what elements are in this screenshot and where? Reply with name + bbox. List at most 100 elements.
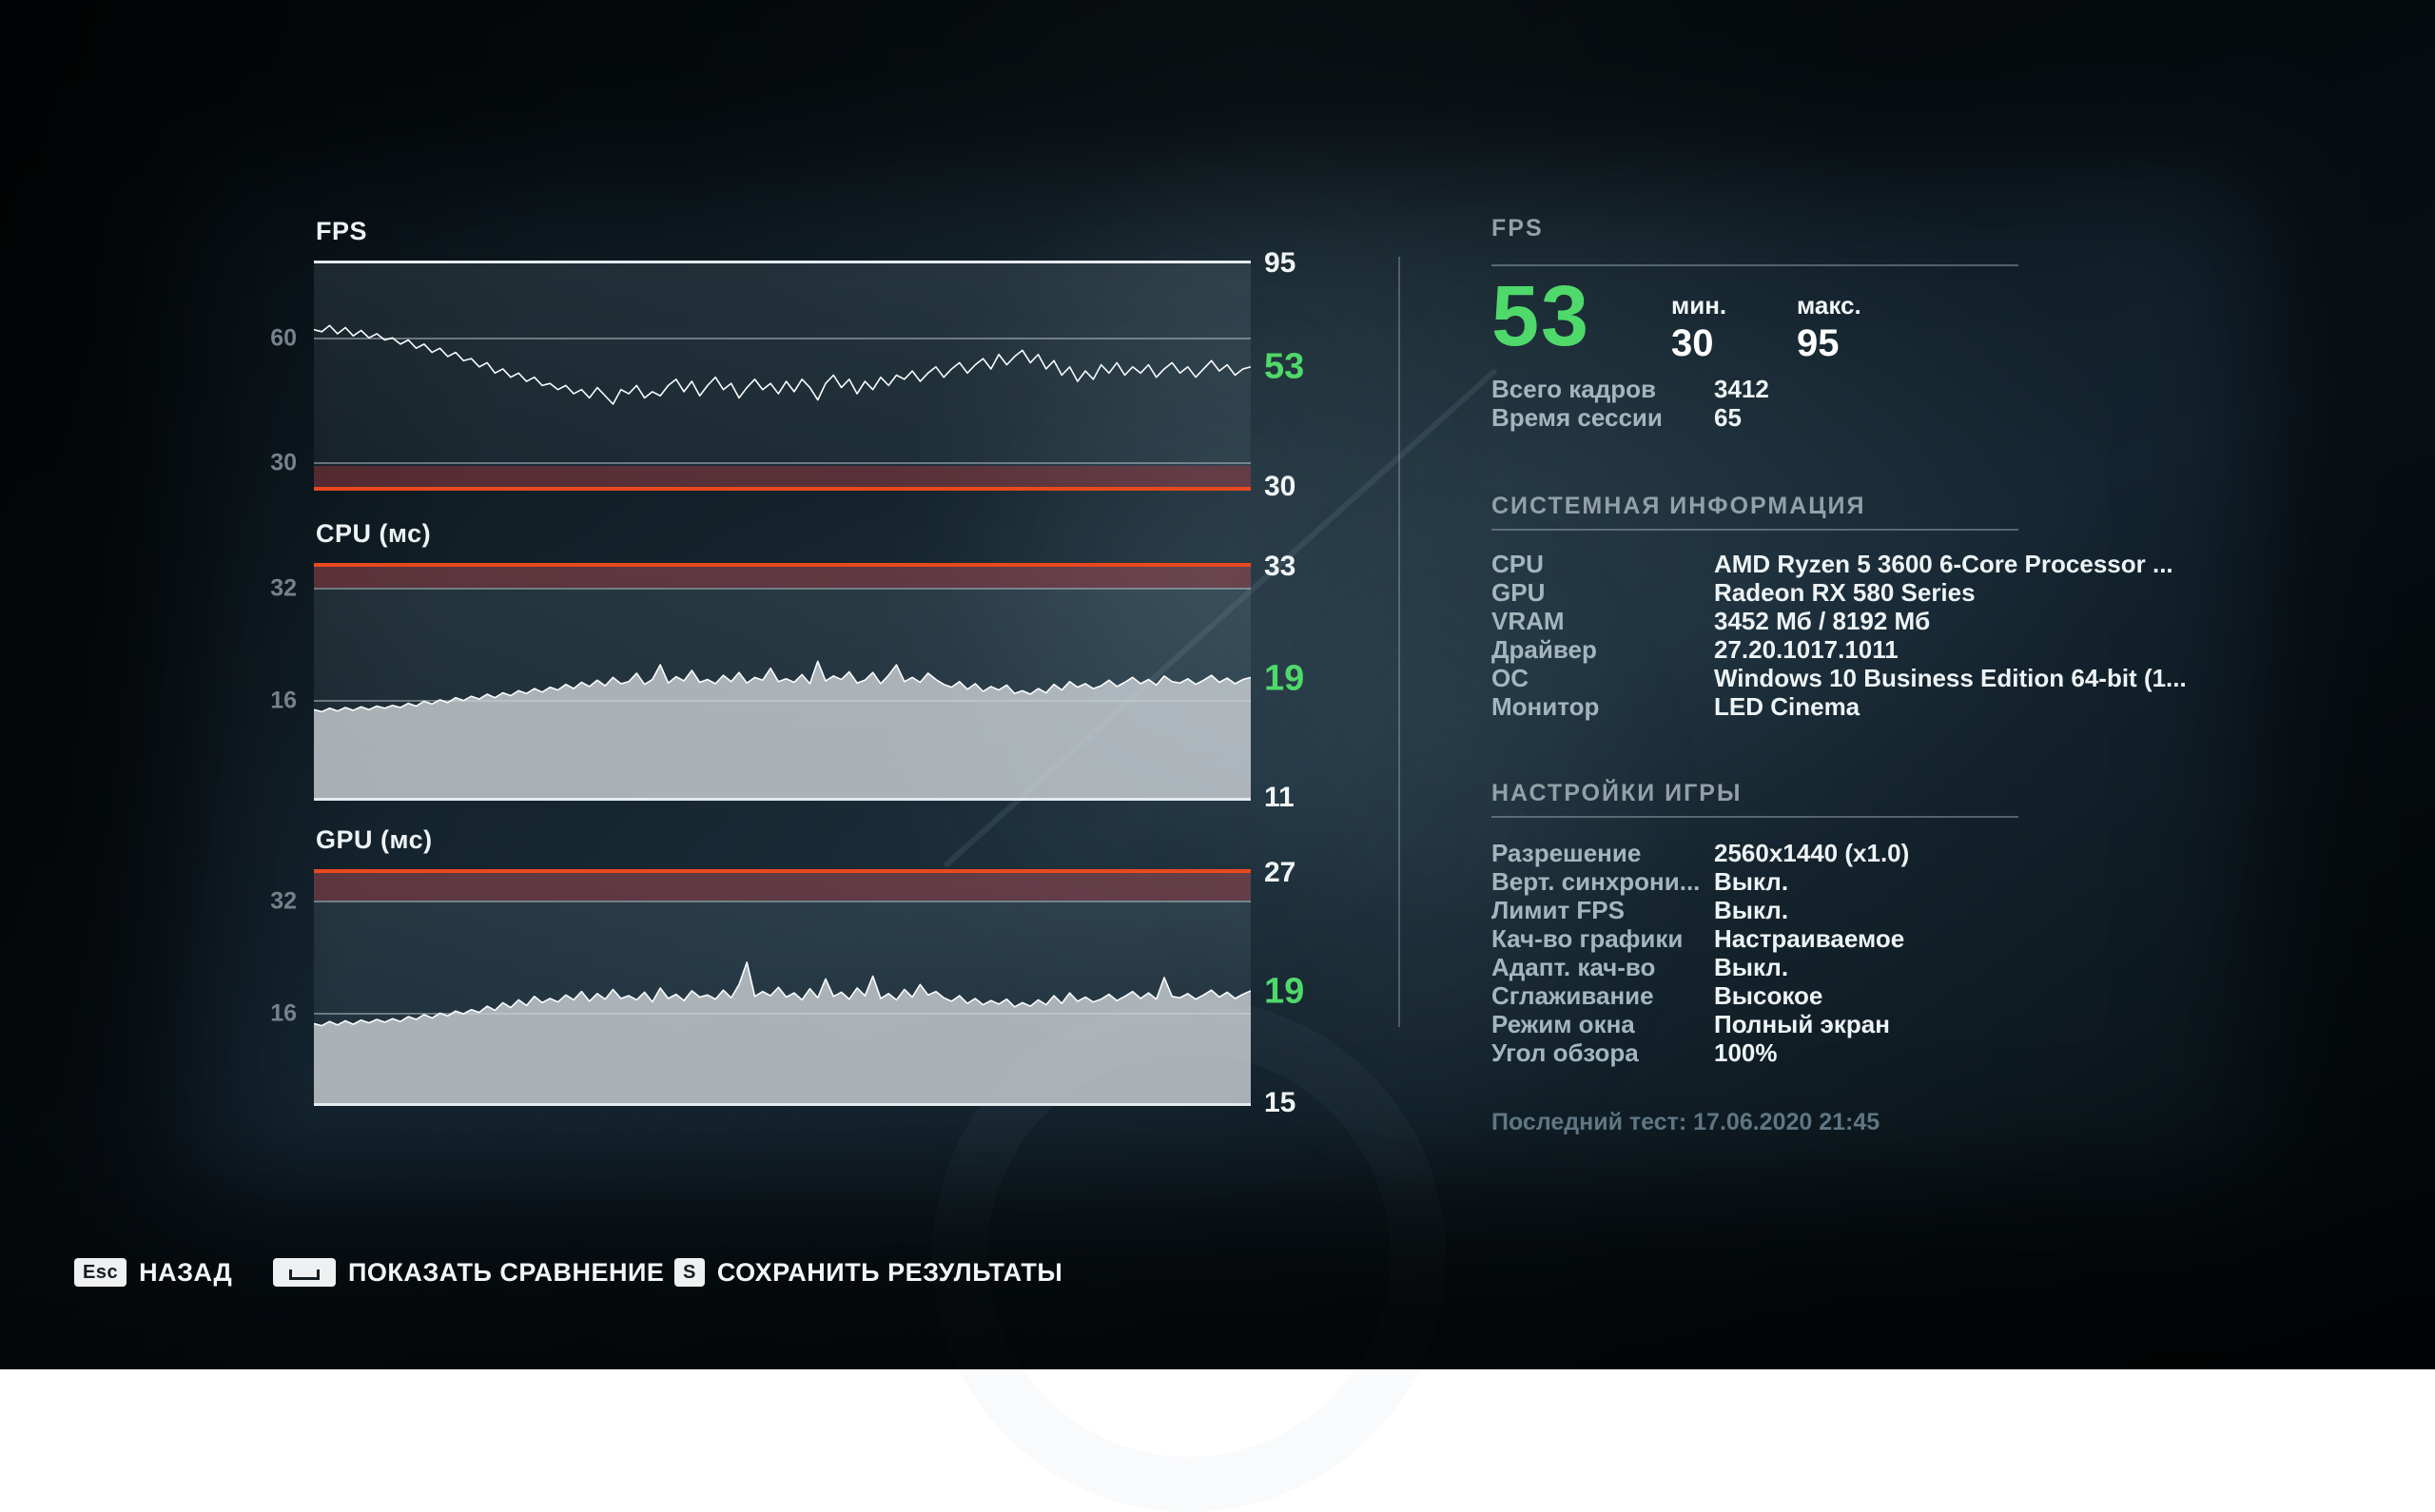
info-row: Адапт. кач-во Выкл. bbox=[1491, 953, 1909, 981]
axis-tick-label: 32 bbox=[270, 574, 297, 602]
max-marker-label: 33 bbox=[1264, 551, 1296, 582]
fps-chart: FPS 60 30 95 30 53 bbox=[270, 217, 1304, 502]
current-marker-label: 19 bbox=[1264, 658, 1305, 699]
row-value: Radeon RX 580 Series bbox=[1714, 577, 1976, 607]
system-info-rows: CPU AMD Ryzen 5 3600 6-Core Processor ...… bbox=[1491, 550, 2187, 721]
last-test-timestamp: Последний тест: 17.06.2020 21:45 bbox=[1491, 1109, 1880, 1135]
row-label: Кач-во графики bbox=[1491, 923, 1684, 953]
row-value: 27.20.1017.1011 bbox=[1714, 634, 1899, 664]
info-row: Лимит FPS Выкл. bbox=[1491, 896, 1909, 924]
back-button[interactable]: Esc НАЗАД bbox=[74, 1257, 232, 1288]
gpu-chart-plot: 32 16 27 15 19 bbox=[270, 857, 1304, 1118]
row-value: Выкл. bbox=[1714, 866, 1789, 896]
row-value: LED Cinema bbox=[1714, 691, 1860, 721]
spacebar-glyph bbox=[289, 1269, 320, 1280]
cpu-chart-plot: 32 16 33 11 19 bbox=[270, 551, 1304, 813]
spacebar-icon bbox=[273, 1258, 336, 1287]
row-value: Windows 10 Business Edition 64-bit (1... bbox=[1714, 663, 2187, 692]
cpu-frametime-chart: CPU (мс) 32 16 33 11 19 bbox=[270, 519, 1304, 813]
esc-key-icon: Esc bbox=[74, 1258, 127, 1287]
row-label: Режим окна bbox=[1491, 1009, 1635, 1038]
info-row: ОС Windows 10 Business Edition 64-bit (1.… bbox=[1491, 664, 2187, 692]
info-row: CPU AMD Ryzen 5 3600 6-Core Processor ... bbox=[1491, 550, 2187, 578]
row-label: Монитор bbox=[1491, 691, 1600, 721]
game-settings-rows: Разрешение 2560x1440 (x1.0) Верт. синхрони… bbox=[1491, 839, 1909, 1067]
axis-tick-label: 16 bbox=[270, 687, 297, 714]
row-label: GPU bbox=[1491, 577, 1546, 607]
info-row: Угол обзора 100% bbox=[1491, 1038, 1909, 1067]
max-fps-label: макс. bbox=[1797, 291, 1861, 320]
system-info-header: СИСТЕМНАЯ ИНФОРМАЦИЯ bbox=[1491, 493, 1866, 519]
axis-tick-label: 60 bbox=[270, 324, 297, 352]
info-row: Время сессии 65 bbox=[1491, 403, 1769, 432]
info-row: VRAM 3452 Мб / 8192 Мб bbox=[1491, 607, 2187, 635]
min-marker-label: 15 bbox=[1264, 1087, 1296, 1118]
fps-stats-rows: Всего кадров 3412 Время сессии 65 bbox=[1491, 375, 1769, 432]
threshold-band bbox=[314, 873, 1251, 901]
row-value: Полный экран bbox=[1714, 1009, 1890, 1038]
gridline: 30 bbox=[270, 449, 1251, 475]
row-value: 3412 bbox=[1714, 374, 1769, 403]
min-fps-block: мин. 30 bbox=[1671, 291, 1726, 365]
info-row: Сглаживание Высокое bbox=[1491, 981, 1909, 1010]
max-marker-label: 95 bbox=[1264, 247, 1296, 279]
row-value: 100% bbox=[1714, 1037, 1778, 1067]
row-value: Выкл. bbox=[1714, 895, 1789, 924]
row-label: Сглаживание bbox=[1491, 980, 1654, 1010]
max-marker-label: 27 bbox=[1264, 857, 1296, 888]
section-rule bbox=[1491, 816, 2018, 818]
max-fps-block: макс. 95 bbox=[1797, 291, 1861, 365]
fps-series bbox=[314, 263, 1251, 487]
axis-tick-label: 30 bbox=[270, 449, 297, 476]
section-rule bbox=[1491, 264, 2018, 266]
fps-chart-plot: 60 30 95 30 53 bbox=[270, 247, 1304, 502]
show-comparison-button[interactable]: ПОКАЗАТЬ СРАВНЕНИЕ bbox=[273, 1257, 664, 1288]
info-row: Кач-во графики Настраиваемое bbox=[1491, 924, 1909, 953]
axis-tick-label: 32 bbox=[270, 887, 297, 915]
row-label: Лимит FPS bbox=[1491, 895, 1625, 924]
info-row: Разрешение 2560x1440 (x1.0) bbox=[1491, 839, 1909, 867]
row-label: Всего кадров bbox=[1491, 374, 1657, 403]
row-label: Время сессии bbox=[1491, 402, 1663, 432]
back-label: НАЗАД bbox=[139, 1257, 233, 1287]
fps-section-header: FPS bbox=[1491, 215, 1544, 242]
min-marker-label: 11 bbox=[1264, 782, 1295, 813]
row-label: Адапт. кач-во bbox=[1491, 952, 1656, 981]
row-value: Высокое bbox=[1714, 980, 1823, 1010]
max-fps-value: 95 bbox=[1797, 322, 1840, 364]
gridline: 32 bbox=[270, 888, 1251, 915]
gridline: 32 bbox=[270, 575, 1251, 602]
threshold-band bbox=[314, 466, 1251, 487]
gpu-series bbox=[314, 873, 1251, 1103]
section-rule bbox=[1491, 529, 2018, 531]
row-label: Верт. синхрони... bbox=[1491, 866, 1701, 896]
axis-tick-label: 16 bbox=[270, 999, 297, 1027]
min-fps-label: мин. bbox=[1671, 291, 1727, 320]
cpu-series bbox=[314, 567, 1251, 798]
info-row: Верт. синхрони... Выкл. bbox=[1491, 867, 1909, 896]
row-label: VRAM bbox=[1491, 606, 1565, 635]
info-row: Всего кадров 3412 bbox=[1491, 375, 1769, 403]
row-value: Выкл. bbox=[1714, 952, 1789, 981]
show-comparison-label: ПОКАЗАТЬ СРАВНЕНИЕ bbox=[348, 1257, 665, 1287]
row-value: 65 bbox=[1714, 402, 1742, 432]
row-value: Настраиваемое bbox=[1714, 923, 1905, 953]
row-label: CPU bbox=[1491, 549, 1544, 578]
gpu-chart-title: GPU (мс) bbox=[316, 825, 433, 854]
save-results-button[interactable]: S СОХРАНИТЬ РЕЗУЛЬТАТЫ bbox=[674, 1257, 1062, 1288]
fps-chart-title: FPS bbox=[316, 217, 368, 245]
row-value: 3452 Мб / 8192 Мб bbox=[1714, 606, 1931, 635]
gpu-frametime-chart: GPU (мс) 32 16 27 15 19 bbox=[270, 825, 1304, 1118]
info-row: Режим окна Полный экран bbox=[1491, 1010, 1909, 1038]
threshold-band bbox=[314, 567, 1251, 589]
panel-divider bbox=[1398, 257, 1400, 1027]
current-marker-label: 53 bbox=[1264, 346, 1305, 387]
average-fps-value: 53 bbox=[1491, 269, 1591, 364]
min-fps-value: 30 bbox=[1671, 322, 1714, 364]
row-label: Разрешение bbox=[1491, 838, 1642, 867]
info-row: Драйвер 27.20.1017.1011 bbox=[1491, 635, 2187, 664]
min-marker-label: 30 bbox=[1264, 471, 1296, 502]
row-label: Угол обзора bbox=[1491, 1037, 1639, 1067]
row-label: Драйвер bbox=[1491, 634, 1597, 664]
